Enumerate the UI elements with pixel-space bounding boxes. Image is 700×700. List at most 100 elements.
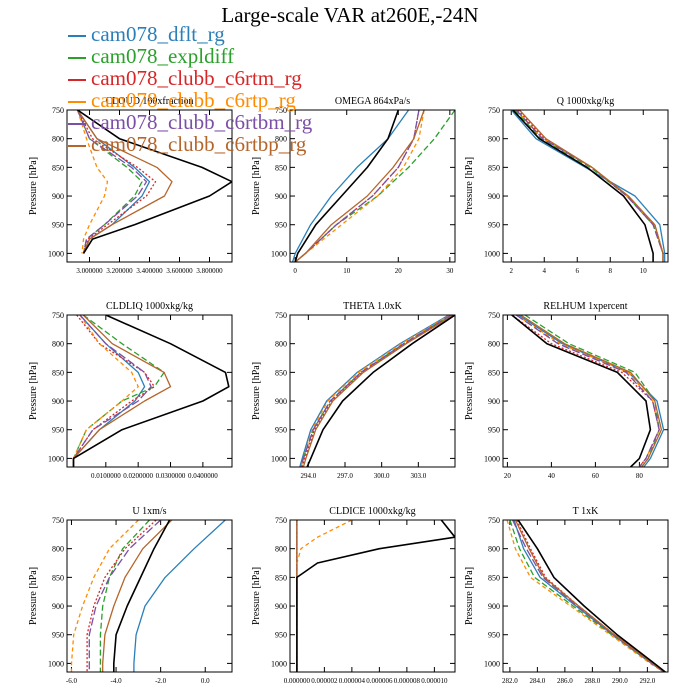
y-tick-label: 800: [275, 545, 287, 554]
y-tick-label: 900: [488, 192, 500, 201]
y-tick-label: 950: [52, 426, 64, 435]
legend-label: cam078_clubb_c6rtm_rg: [91, 66, 302, 90]
y-tick-label: 950: [275, 426, 287, 435]
series-line: [300, 315, 452, 467]
plot-frame: [66, 519, 233, 673]
series-line: [515, 315, 660, 467]
series-line: [515, 315, 660, 467]
y-tick-label: 850: [488, 573, 500, 582]
series-line: [306, 315, 455, 467]
series-group: [72, 315, 230, 467]
series-line: [506, 520, 665, 672]
x-tick-label: 0.000010: [421, 677, 448, 685]
panel: CLDICE 1000xkg/kg Pressure [hPa] 750 800 850…: [251, 506, 456, 685]
x-tick-label: 3.800000: [196, 267, 223, 275]
y-tick-label: 750: [488, 311, 500, 320]
series-group: [511, 315, 665, 467]
panel-title: U 1xm/s: [132, 506, 166, 517]
x-tick-label: 80: [636, 472, 644, 480]
series-line: [72, 315, 230, 467]
y-axis-label: Pressure [hPa]: [251, 362, 262, 420]
x-tick-label: 0.000002: [311, 677, 338, 685]
series-line: [72, 315, 152, 467]
y-tick-label: 1000: [271, 659, 287, 668]
series-line: [300, 315, 451, 467]
series-line: [113, 520, 171, 672]
x-tick-label: -2.0: [155, 677, 167, 685]
y-tick-label: 750: [488, 516, 500, 525]
y-tick-label: 900: [275, 602, 287, 611]
x-tick-label: 294.0: [300, 472, 316, 480]
y-tick-label: 900: [52, 397, 64, 406]
x-tick-label: 0.000004: [339, 677, 366, 685]
x-tick-label: 3.400000: [136, 267, 163, 275]
y-tick-label: 1000: [48, 249, 64, 258]
plot-frame: [502, 314, 669, 468]
series-line: [300, 315, 452, 467]
series-line: [76, 110, 148, 254]
legend-label: cam078_expldiff: [91, 44, 235, 68]
series-line: [515, 110, 664, 262]
x-tick-label: 300.0: [374, 472, 390, 480]
y-tick-label: 900: [52, 192, 64, 201]
series-line: [296, 520, 353, 672]
legend-swatch: [68, 57, 86, 59]
series-line: [511, 315, 652, 467]
y-tick-label: 850: [488, 368, 500, 377]
panel-title: CLDICE 1000xkg/kg: [329, 506, 415, 517]
series-line: [514, 520, 665, 672]
series-line: [516, 520, 665, 672]
x-tick-label: 20: [395, 267, 403, 275]
x-tick-label: 10: [343, 267, 351, 275]
y-tick-label: 900: [488, 397, 500, 406]
y-tick-label: 950: [488, 631, 500, 640]
panel: THETA 1.0xK Pressure [hPa] 750 800 850 900 950…: [251, 301, 456, 480]
x-tick-label: 0.0100000: [91, 472, 121, 480]
x-tick-label: 288.0: [585, 677, 601, 685]
y-tick-label: 950: [488, 221, 500, 230]
y-tick-label: 800: [488, 340, 500, 349]
y-tick-label: 950: [275, 631, 287, 640]
y-tick-label: 950: [275, 221, 287, 230]
x-tick-label: 0.000000: [284, 677, 311, 685]
x-tick-label: 303.0: [410, 472, 426, 480]
y-tick-label: 1000: [271, 454, 287, 463]
panel-title: CLOUD 100xfraction: [105, 96, 193, 107]
y-tick-label: 950: [52, 221, 64, 230]
panel-title: RELHUM 1xpercent: [543, 301, 627, 312]
panel: Q 1000xkg/kg Pressure [hPa] 750 800 850 900 95…: [464, 96, 669, 275]
series-line: [518, 315, 665, 467]
x-tick-label: 0.0300000: [156, 472, 186, 480]
y-tick-label: 850: [275, 368, 287, 377]
x-tick-label: 0.0200000: [123, 472, 153, 480]
y-tick-label: 900: [488, 602, 500, 611]
panel: RELHUM 1xpercent Pressure [hPa] 750 800 850 9…: [464, 301, 669, 480]
y-tick-label: 850: [275, 163, 287, 172]
series-group: [70, 520, 226, 672]
x-tick-label: 0.000006: [366, 677, 393, 685]
series-line: [524, 315, 660, 467]
x-tick-label: 2: [510, 267, 514, 275]
legend-label: cam078_clubb_c6rtbm_rg: [91, 110, 313, 134]
y-tick-label: 750: [52, 106, 64, 115]
series-group: [506, 520, 666, 672]
panel: OMEGA 864xPa/s Pressure [hPa] 750 800 850 900…: [251, 96, 456, 275]
y-tick-label: 800: [52, 135, 64, 144]
x-tick-label: 0: [293, 267, 297, 275]
series-line: [70, 520, 139, 672]
y-tick-label: 800: [275, 340, 287, 349]
series-line: [86, 520, 157, 672]
panel: CLOUD 100xfraction Pressure [hPa] 750 800 85…: [28, 96, 233, 275]
x-tick-label: 3.600000: [166, 267, 193, 275]
series-line: [296, 520, 455, 672]
y-tick-label: 900: [52, 602, 64, 611]
y-tick-label: 1000: [48, 659, 64, 668]
y-tick-label: 1000: [484, 659, 500, 668]
x-tick-label: 6: [576, 267, 580, 275]
legend-entry: cam078_expldiff: [68, 44, 408, 68]
y-tick-label: 850: [52, 368, 64, 377]
y-tick-label: 750: [275, 106, 287, 115]
y-tick-label: 800: [275, 135, 287, 144]
y-tick-label: 900: [275, 397, 287, 406]
